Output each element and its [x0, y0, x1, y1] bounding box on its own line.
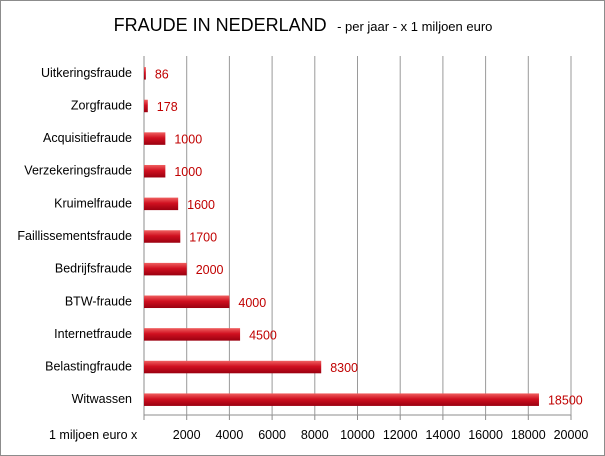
category-label: BTW-fraude — [65, 294, 132, 308]
data-label: 1000 — [174, 165, 202, 179]
data-label: 1000 — [174, 133, 202, 147]
category-label: Verzekeringsfraude — [24, 164, 132, 178]
bars — [144, 67, 539, 406]
data-label: 86 — [155, 67, 169, 81]
category-label: Zorgfraude — [71, 98, 132, 112]
category-label: Kruimelfraude — [54, 196, 132, 210]
category-label: Faillissementsfraude — [17, 229, 132, 243]
x-tick-label: 2000 — [173, 428, 201, 442]
x-tick-label: 16000 — [468, 428, 503, 442]
bar — [144, 295, 230, 309]
x-tick-label: 8000 — [301, 428, 329, 442]
data-label: 8300 — [330, 361, 358, 375]
x-axis-label: 1 miljoen euro x — [49, 428, 138, 442]
category-label: Uitkeringsfraude — [41, 66, 132, 80]
category-label: Bedrijfsfraude — [55, 262, 132, 276]
bar — [144, 393, 539, 406]
x-tick-label: 12000 — [383, 428, 418, 442]
x-tick-label: 6000 — [258, 428, 286, 442]
x-tick-label: 18000 — [511, 428, 546, 442]
bar — [144, 197, 179, 211]
chart-title: FRAUDE IN NEDERLAND - per jaar - x 1 mil… — [114, 15, 493, 35]
x-tick-label: 4000 — [215, 428, 243, 442]
data-label: 1700 — [189, 231, 217, 245]
gridlines — [143, 56, 572, 420]
bar — [144, 230, 181, 243]
bar — [144, 328, 241, 341]
category-label: Witwassen — [72, 392, 132, 406]
x-axis-ticks: 2000 4000 6000 8000 10000 12000 14000 16000 1800… — [173, 428, 589, 442]
data-label: 4500 — [249, 328, 277, 342]
data-label: 18500 — [548, 394, 583, 408]
bar — [144, 132, 166, 145]
category-label: Belastingfraude — [45, 360, 132, 374]
data-label: 1600 — [187, 198, 215, 212]
x-tick-label: 10000 — [340, 428, 375, 442]
bar — [144, 360, 322, 374]
data-label: 178 — [157, 100, 178, 114]
bar — [144, 262, 187, 276]
data-label: 2000 — [196, 263, 224, 277]
category-label: Acquisitiefraude — [43, 131, 132, 145]
chart-subtitle: - per jaar - x 1 miljoen euro — [337, 19, 492, 34]
x-tick-label: 20000 — [554, 428, 589, 442]
bar — [144, 99, 148, 113]
bar — [144, 164, 166, 178]
data-label: 4000 — [238, 296, 266, 310]
x-tick-label: 14000 — [426, 428, 461, 442]
category-label: Internetfraude — [54, 327, 132, 341]
chart-title-main: FRAUDE IN NEDERLAND — [114, 15, 327, 35]
bar — [144, 67, 146, 80]
category-labels: Uitkeringsfraude Zorgfraude Acquisitiefrau… — [17, 66, 132, 406]
value-labels: 86 178 1000 1000 1600 1700 2000 4000 4500 8300 185… — [155, 67, 583, 407]
